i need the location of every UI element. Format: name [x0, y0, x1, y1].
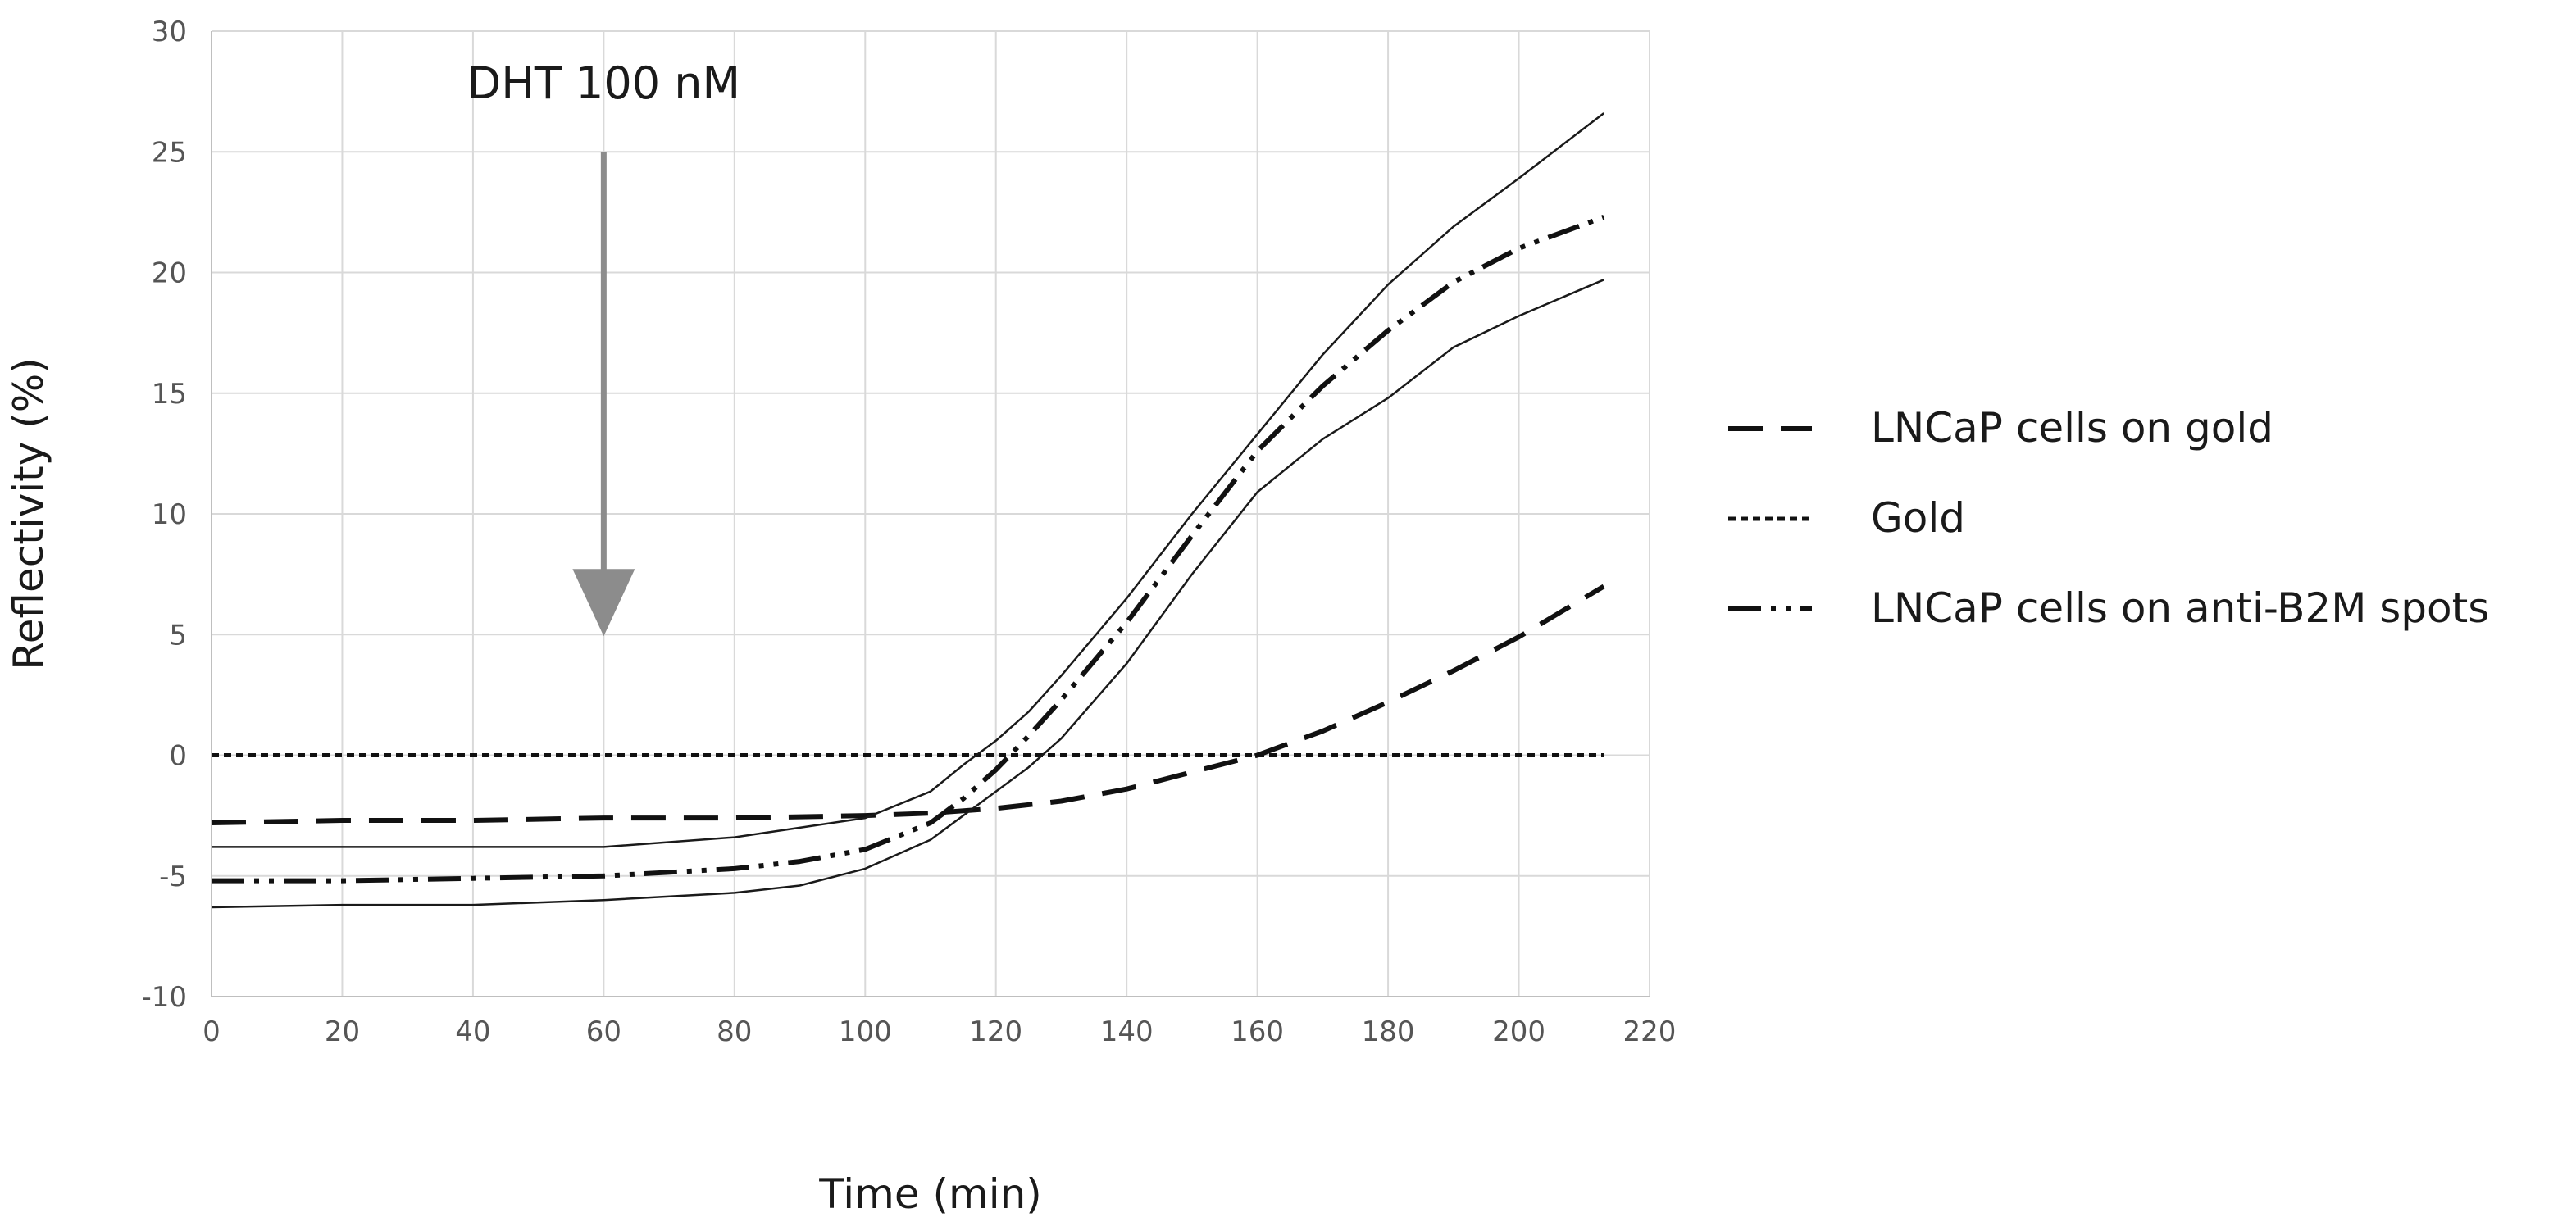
x-tick-label: 40: [455, 1015, 490, 1048]
x-tick-label: 80: [717, 1015, 752, 1048]
y-tick-label: 15: [152, 378, 187, 411]
annotation: DHT 100 nM: [467, 57, 740, 637]
y-axis-title: Reflectivity (%): [5, 357, 52, 670]
y-tick-label: 20: [152, 257, 187, 290]
grid: [211, 30, 1650, 997]
x-tick-label: 60: [586, 1015, 621, 1048]
legend-label-2: LNCaP cells on anti-B2M spots: [1871, 584, 2489, 632]
y-tick-label: 10: [152, 498, 187, 531]
y-tick-label: -10: [141, 981, 187, 1014]
x-tick-label: 180: [1362, 1015, 1415, 1048]
x-tick-label: 220: [1623, 1015, 1677, 1048]
x-tick-label: 100: [839, 1015, 892, 1048]
series-line-0: [211, 584, 1605, 825]
x-tick-label: 0: [203, 1015, 221, 1048]
legend-label-1: Gold: [1871, 494, 1965, 542]
x-tick-label: 120: [969, 1015, 1022, 1048]
x-tick-label: 20: [325, 1015, 360, 1048]
x-axis-title: Time (min): [818, 1170, 1042, 1218]
x-tick-label: 200: [1492, 1015, 1545, 1048]
y-tick-label: 5: [169, 619, 187, 652]
series-line-3: [212, 112, 1604, 848]
annotation-label: DHT 100 nM: [467, 57, 740, 109]
legend: LNCaP cells on gold Gold LNCaP cells on an…: [1728, 404, 2489, 632]
series-lines: [211, 112, 1605, 909]
series-line-4: [211, 279, 1604, 909]
legend-label-0: LNCaP cells on gold: [1871, 404, 2273, 452]
axes: 0 20 40 60 80 100 120 140 160 180 200 220 -10 -5 0 5 10 1…: [141, 16, 1676, 1048]
series-line-2: [212, 214, 1605, 884]
x-tick-label: 140: [1100, 1015, 1154, 1048]
x-tick-label: 160: [1231, 1015, 1284, 1048]
y-tick-label: -5: [159, 861, 187, 893]
y-tick-label: 25: [152, 136, 187, 169]
y-tick-label: 0: [169, 740, 187, 773]
y-tick-label: 30: [152, 16, 187, 48]
annotation-arrow-head: [572, 569, 635, 637]
